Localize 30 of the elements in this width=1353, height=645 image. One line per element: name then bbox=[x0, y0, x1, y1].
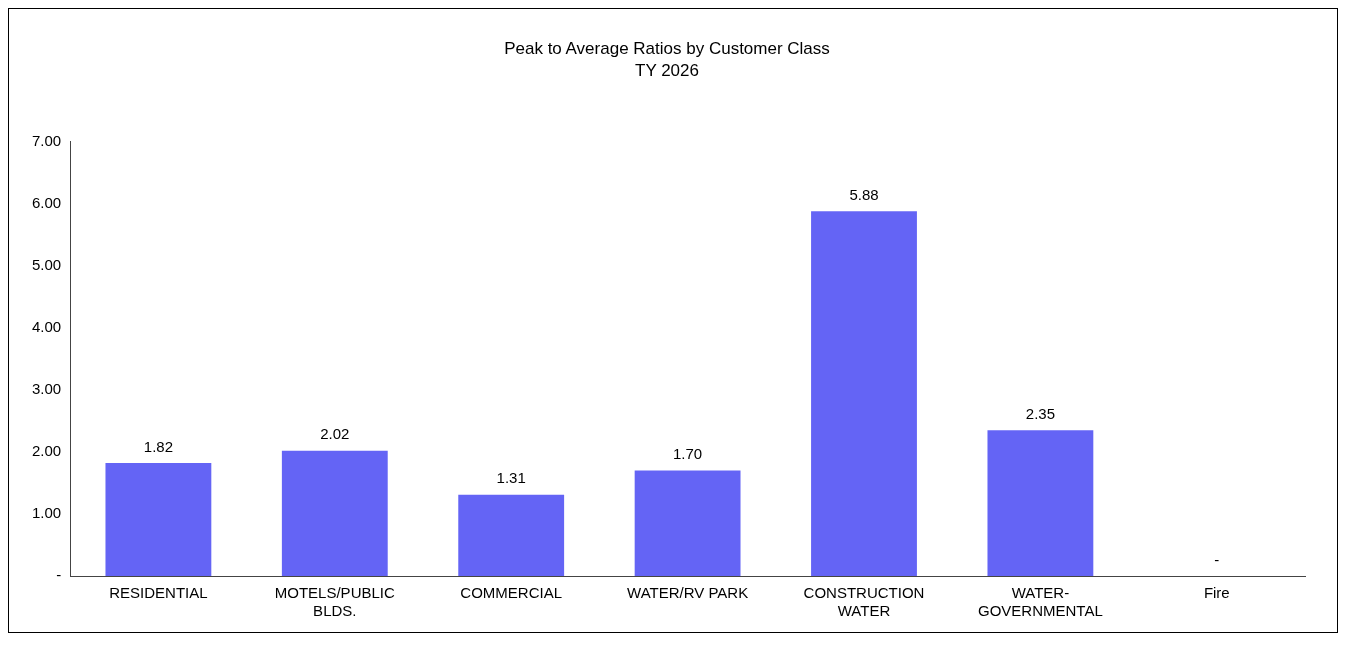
data-label: 2.02 bbox=[320, 425, 350, 443]
data-label: 2.35 bbox=[1025, 404, 1055, 422]
bar bbox=[458, 494, 565, 576]
bar bbox=[987, 430, 1094, 576]
data-label: 5.88 bbox=[849, 185, 879, 203]
x-tick-label: COMMERCIAL bbox=[460, 584, 563, 602]
chart-subtitle: TY 2026 bbox=[635, 61, 699, 81]
bar bbox=[281, 450, 388, 576]
bar bbox=[811, 211, 917, 576]
x-tick-label: WATER/RV PARK bbox=[627, 584, 749, 602]
x-tick-label: RESIDENTIAL bbox=[109, 584, 208, 602]
x-tick-label: MOTELS/PUBLIC BLDS. bbox=[274, 584, 395, 620]
y-tick-label: 1.00 bbox=[31, 504, 62, 522]
y-tick-label: 5.00 bbox=[31, 256, 62, 273]
data-label: - bbox=[1214, 550, 1220, 568]
x-tick-label: CONSTRUCTION WATER bbox=[803, 584, 925, 620]
x-tick-label: WATER-GOVERNMENTAL bbox=[978, 584, 1103, 620]
chart-title: Peak to Average Ratios by Customer Class bbox=[504, 38, 830, 58]
data-label: 1.31 bbox=[496, 469, 526, 487]
x-tick-label: Fire bbox=[1203, 584, 1230, 602]
y-tick-label: - bbox=[56, 566, 62, 584]
y-tick-label: 3.00 bbox=[31, 380, 62, 398]
bar bbox=[105, 463, 212, 576]
y-tick-label: 7.00 bbox=[31, 131, 62, 149]
data-label: 1.82 bbox=[143, 437, 173, 455]
y-tick-label: 6.00 bbox=[31, 193, 62, 211]
data-label: 1.70 bbox=[673, 445, 703, 463]
bar bbox=[634, 470, 741, 576]
y-tick-label: 2.00 bbox=[31, 442, 62, 460]
y-tick-label: 4.00 bbox=[31, 318, 62, 336]
